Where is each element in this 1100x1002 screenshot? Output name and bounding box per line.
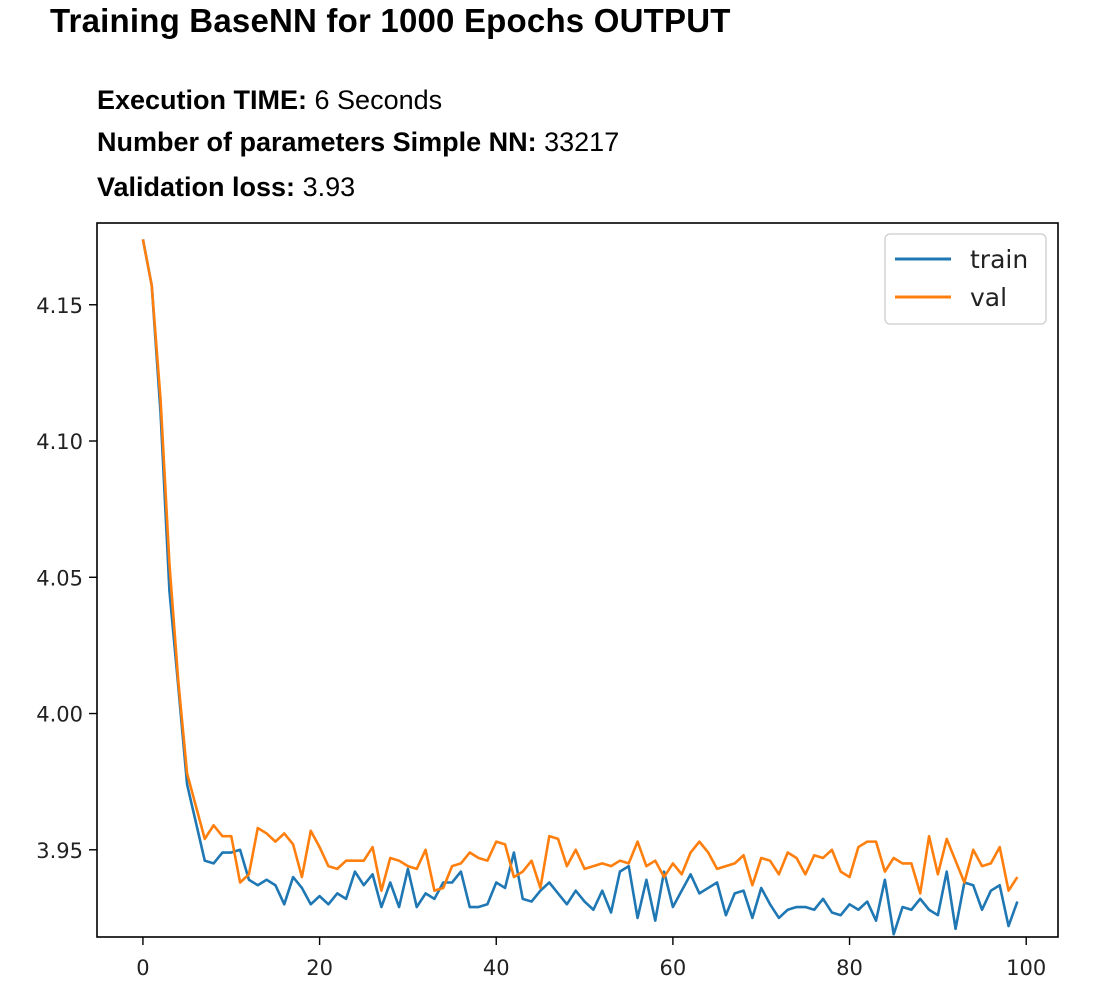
num-params-value: 33217 — [544, 127, 620, 157]
x-tick-label: 0 — [136, 956, 149, 980]
legend: train val — [884, 233, 1047, 325]
y-tick-label: 4.05 — [36, 566, 83, 590]
y-tick-label: 3.95 — [36, 839, 83, 863]
legend-label-val: val — [970, 283, 1007, 312]
series-line-train — [141, 239, 1019, 936]
page-title: Training BaseNN for 1000 Epochs OUTPUT — [50, 2, 731, 39]
execution-time-line: Execution TIME: 6 Seconds — [97, 84, 442, 116]
x-tick-label: 100 — [1006, 956, 1046, 980]
x-tick-label: 40 — [483, 956, 510, 980]
series-line-val — [141, 239, 1019, 895]
legend-label-train: train — [970, 245, 1028, 274]
execution-time-value: 6 Seconds — [314, 85, 443, 115]
execution-time-label: Execution TIME: — [97, 85, 308, 115]
axis-ticks: 0 20 40 60 80 100 3.95 4.00 4.05 4.10 4.15 — [36, 294, 1046, 980]
num-params-label: Number of parameters Simple NN: — [97, 127, 537, 157]
x-tick-label: 80 — [836, 956, 863, 980]
series-lines — [141, 239, 1019, 936]
x-tick-label: 20 — [306, 956, 333, 980]
y-tick-label: 4.00 — [36, 703, 83, 727]
val-loss-line: Validation loss: 3.93 — [97, 171, 355, 203]
num-params-line: Number of parameters Simple NN: 33217 — [97, 126, 619, 158]
x-tick-label: 60 — [660, 956, 687, 980]
y-tick-label: 4.15 — [36, 294, 83, 318]
val-loss-label: Validation loss: — [97, 172, 296, 202]
plot-frame — [96, 222, 1059, 938]
val-loss-value: 3.93 — [302, 172, 356, 202]
legend-box — [884, 233, 1047, 325]
y-tick-label: 4.10 — [36, 430, 83, 454]
